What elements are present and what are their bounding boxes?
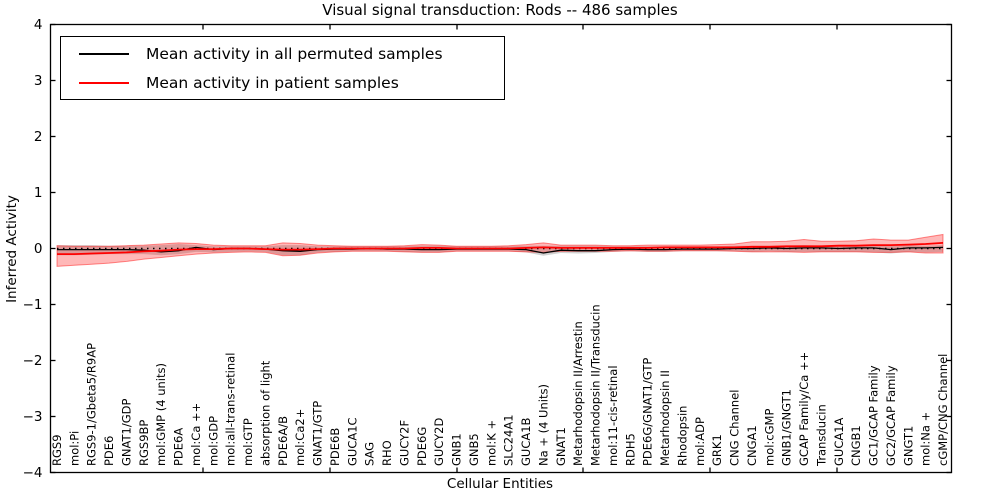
x-category-label: GNAT1/GDP xyxy=(120,399,134,466)
x-category-label: mol:Pi xyxy=(67,431,81,466)
chart-title: Visual signal transduction: Rods -- 486 … xyxy=(322,1,678,19)
x-category-label: GNB5 xyxy=(467,433,481,466)
x-category-label: GUCY2F xyxy=(398,420,412,466)
x-category-label: GC1/GCAP Family xyxy=(867,365,881,466)
x-category-label: RGS9BP xyxy=(137,420,151,466)
patient-line-swatch xyxy=(79,81,129,84)
x-category-label: mol:Ca2+ xyxy=(293,409,307,466)
x-category-label: mol:GMP (4 units) xyxy=(154,363,168,466)
x-category-label: PDE6A xyxy=(172,428,186,466)
x-category-label: mol:all-trans-retinal xyxy=(224,353,238,466)
x-category-label: CNGA1 xyxy=(745,425,759,466)
x-category-label: GUCA1A xyxy=(832,417,846,466)
legend-label: Mean activity in all permuted samples xyxy=(146,44,443,63)
x-category-label: Rhodopsin xyxy=(675,406,689,466)
x-category-label: PDE6A/B xyxy=(276,416,290,466)
legend-item-permuted: Mean activity in all permuted samples xyxy=(61,41,504,67)
x-category-label: mol:Ca ++ xyxy=(189,403,203,466)
x-category-label: cGMP/CNG Channel xyxy=(936,354,950,466)
x-category-label: absorption of light xyxy=(259,360,273,466)
x-category-label: GNB1 xyxy=(450,433,464,466)
x-category-label: CNGB1 xyxy=(849,425,863,466)
y-tick-label: 0 xyxy=(34,241,43,257)
patient-std-band xyxy=(56,233,944,267)
x-category-label: mol:GDP xyxy=(206,416,220,466)
x-category-label: RHO xyxy=(380,440,394,466)
y-tick-label: 1 xyxy=(34,185,43,201)
y-tick-label: 3 xyxy=(34,73,43,89)
x-category-label: Transducin xyxy=(814,404,828,467)
y-tick-label: −2 xyxy=(23,353,43,369)
x-category-label: GUCA1B xyxy=(519,417,533,466)
x-category-label: SLC24A1 xyxy=(502,414,516,466)
x-category-label: mol:K + xyxy=(484,420,498,466)
x-category-label: Metarhodopsin II xyxy=(658,370,672,466)
x-category-label: GC2/GCAP Family xyxy=(884,365,898,466)
y-tick-label: −3 xyxy=(23,409,43,425)
x-category-label: PDE6B xyxy=(328,428,342,466)
x-category-label: GNB1/GNGT1 xyxy=(780,389,794,466)
x-category-label: CNG Channel xyxy=(728,390,742,466)
x-category-label: GNGT1 xyxy=(901,426,915,466)
x-category-label: GUCY2D xyxy=(432,418,446,466)
x-category-label: GCAP Family/Ca ++ xyxy=(797,352,811,466)
y-tick-label: 2 xyxy=(34,129,43,145)
x-category-label: mol:GTP xyxy=(241,418,255,466)
x-category-label: Na + (4 Units) xyxy=(536,384,550,466)
x-category-label: PDE6G/GNAT1/GTP xyxy=(641,358,655,466)
y-tick-label: −4 xyxy=(23,465,43,481)
x-category-label: PDE6G xyxy=(415,427,429,466)
x-category-label: GUCA1C xyxy=(345,417,359,466)
x-category-label: RGS9 xyxy=(50,434,64,466)
x-category-label: GNAT1 xyxy=(554,427,568,466)
legend-label: Mean activity in patient samples xyxy=(146,73,399,92)
x-category-label: RGS9-1/Gbeta5/R9AP xyxy=(85,343,99,466)
x-category-label: Metarhodopsin II/Arrestin xyxy=(571,321,585,466)
y-tick-label: −1 xyxy=(23,297,43,313)
x-category-label: SAG xyxy=(363,442,377,466)
x-category-label: mol:ADP xyxy=(693,417,707,466)
permuted-line-swatch xyxy=(79,52,129,55)
x-category-label: RDH5 xyxy=(623,433,637,466)
x-category-label: GNAT1/GTP xyxy=(311,401,325,466)
y-tick-label: 4 xyxy=(34,17,43,33)
x-axis-label: Cellular Entities xyxy=(446,476,554,492)
y-axis-label: Inferred Activity xyxy=(4,195,20,303)
x-category-label: mol:cGMP xyxy=(762,409,776,466)
x-category-label: mol:Na + xyxy=(919,412,933,466)
legend-item-patient: Mean activity in patient samples xyxy=(61,70,504,96)
x-category-label: GRK1 xyxy=(710,434,724,466)
x-category-label: mol:11-cis-retinal xyxy=(606,365,620,466)
legend: Mean activity in all permuted samples Me… xyxy=(60,36,505,100)
patient-mean-line xyxy=(57,242,944,255)
x-category-label: PDE6 xyxy=(102,436,116,466)
x-category-label: Metarhodopsin II/Transducin xyxy=(589,304,603,466)
